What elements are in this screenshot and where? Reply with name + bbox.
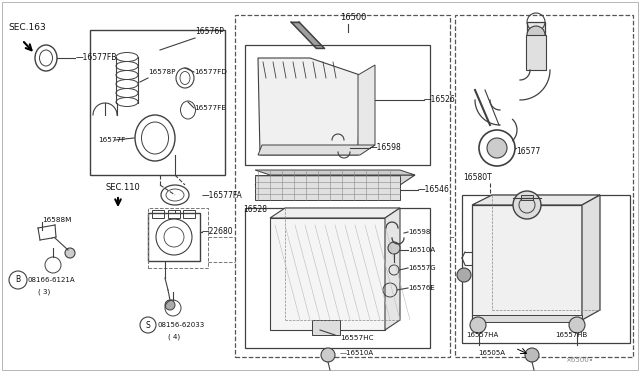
Text: —16577FA: —16577FA	[202, 190, 243, 199]
Text: ( 3): ( 3)	[38, 289, 51, 295]
Text: ( 4): ( 4)	[168, 334, 180, 340]
Text: B: B	[15, 276, 20, 285]
Text: —16598: —16598	[370, 144, 402, 153]
Text: 16500: 16500	[340, 13, 366, 22]
Text: 16577FE: 16577FE	[194, 105, 226, 111]
Text: 08166-6121A: 08166-6121A	[28, 277, 76, 283]
Bar	[455, 15, 633, 357]
Text: 16510A: 16510A	[408, 247, 435, 253]
Bar	[168, 210, 180, 218]
Text: 16528: 16528	[243, 205, 267, 215]
Circle shape	[569, 317, 585, 333]
Polygon shape	[258, 58, 360, 155]
Circle shape	[470, 317, 486, 333]
Text: 16577F: 16577F	[98, 137, 125, 143]
Text: —22680: —22680	[202, 228, 234, 237]
Text: 16576E: 16576E	[408, 285, 435, 291]
Bar	[462, 195, 630, 343]
Text: S: S	[146, 321, 150, 330]
Bar	[148, 213, 200, 261]
Polygon shape	[291, 22, 324, 48]
Polygon shape	[472, 205, 582, 320]
Polygon shape	[270, 218, 385, 330]
Text: 16588M: 16588M	[42, 217, 72, 223]
Text: 16598: 16598	[408, 229, 430, 235]
Polygon shape	[521, 195, 533, 200]
Polygon shape	[255, 175, 400, 200]
Circle shape	[388, 242, 400, 254]
Bar	[183, 210, 195, 218]
Text: 16577FD: 16577FD	[194, 69, 227, 75]
Text: 16580T: 16580T	[463, 173, 492, 183]
Bar	[152, 210, 164, 218]
Text: ×6500∙: ×6500∙	[565, 357, 593, 363]
Text: SEC.110: SEC.110	[105, 183, 140, 192]
Text: —16526: —16526	[424, 96, 456, 105]
Circle shape	[165, 300, 175, 310]
Circle shape	[321, 348, 335, 362]
Text: 16578P: 16578P	[148, 69, 175, 75]
Bar	[245, 45, 430, 165]
Text: 16505A: 16505A	[478, 350, 505, 356]
Bar	[245, 208, 430, 348]
Bar	[148, 208, 208, 268]
Bar	[235, 15, 450, 357]
Polygon shape	[358, 65, 375, 155]
Circle shape	[525, 348, 539, 362]
Polygon shape	[385, 208, 400, 330]
Polygon shape	[526, 35, 546, 70]
Circle shape	[65, 248, 75, 258]
Text: 16557HB: 16557HB	[555, 332, 588, 338]
Text: 16557G: 16557G	[408, 265, 436, 271]
Circle shape	[457, 268, 471, 282]
Circle shape	[527, 26, 545, 44]
Circle shape	[513, 191, 541, 219]
Bar	[90, 30, 225, 175]
Polygon shape	[472, 315, 582, 322]
Polygon shape	[255, 170, 415, 175]
Text: —16546: —16546	[418, 186, 450, 195]
Polygon shape	[312, 320, 340, 335]
Polygon shape	[270, 208, 400, 218]
Text: 16557HA: 16557HA	[466, 332, 499, 338]
Polygon shape	[527, 22, 545, 35]
Text: 16576P: 16576P	[195, 28, 224, 36]
Polygon shape	[258, 145, 375, 155]
Text: —16577FB: —16577FB	[76, 54, 117, 62]
Polygon shape	[472, 195, 600, 205]
Text: SEC.163: SEC.163	[8, 23, 45, 32]
Text: 16577: 16577	[516, 148, 540, 157]
Polygon shape	[582, 195, 600, 320]
Text: 16557HC: 16557HC	[340, 335, 374, 341]
Text: —16510A: —16510A	[340, 350, 374, 356]
Polygon shape	[255, 175, 415, 185]
Circle shape	[487, 138, 507, 158]
Text: 08156-62033: 08156-62033	[158, 322, 205, 328]
